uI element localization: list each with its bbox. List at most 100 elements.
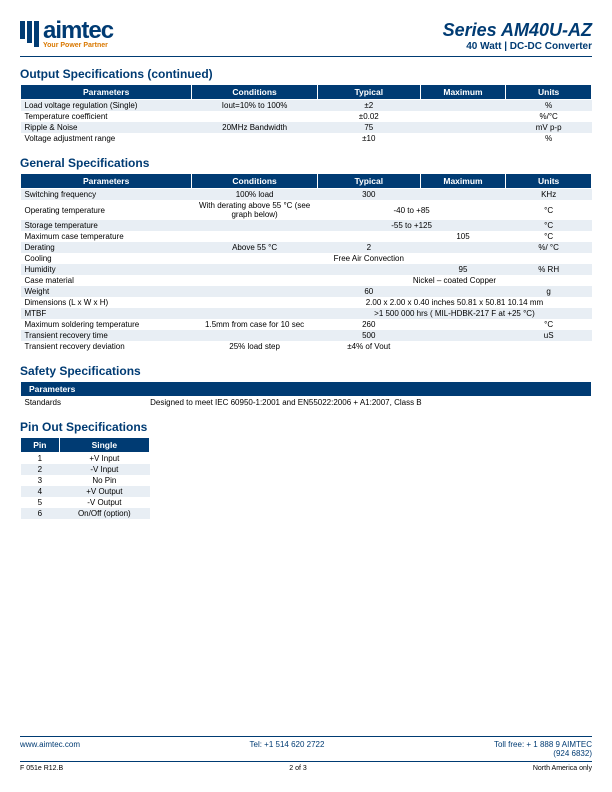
- cell: %: [506, 100, 592, 112]
- cell: [420, 253, 506, 264]
- cell: No Pin: [59, 475, 149, 486]
- cell-cond: [192, 297, 318, 308]
- cell: -V Output: [59, 497, 149, 508]
- cell: Transient recovery time: [21, 330, 192, 341]
- cell: ±2: [317, 100, 420, 112]
- table-row: Transient recovery time 500 uS: [21, 330, 592, 341]
- cell-unit: °C: [506, 200, 592, 220]
- col-parameters: Parameters: [21, 174, 192, 189]
- footer-docref: F 051e R12.B: [20, 765, 63, 772]
- col-pin: Pin: [21, 438, 60, 453]
- cell: [420, 189, 506, 201]
- col-conditions: Conditions: [192, 174, 318, 189]
- cell: Voltage adjustment range: [21, 133, 192, 144]
- logo-bars-icon: [20, 21, 39, 47]
- cell: [420, 286, 506, 297]
- header-right: Series AM40U-AZ 40 Watt | DC-DC Converte…: [443, 20, 592, 52]
- cell: [192, 330, 318, 341]
- general-spec-table: Parameters Conditions Typical Maximum Un…: [20, 173, 592, 352]
- cell: 2: [21, 464, 60, 475]
- cell: ±10: [317, 133, 420, 144]
- cell: 300: [317, 189, 420, 201]
- brand-tagline: Your Power Partner: [43, 42, 113, 49]
- cell: [420, 100, 506, 112]
- cell: 105: [420, 231, 506, 242]
- cell: [420, 341, 506, 352]
- cell: 100% load: [192, 189, 318, 201]
- cell-param: MTBF: [21, 308, 192, 319]
- cell: [506, 253, 592, 264]
- col-maximum: Maximum: [420, 174, 506, 189]
- cell: On/Off (option): [59, 508, 149, 519]
- cell: Temperature coefficient: [21, 111, 192, 122]
- cell-param: Dimensions (L x W x H): [21, 297, 192, 308]
- col-single: Single: [59, 438, 149, 453]
- cell: 5: [21, 497, 60, 508]
- cell: Load voltage regulation (Single): [21, 100, 192, 112]
- pinout-table: Pin Single 1+V Input2-V Input3No Pin4+V …: [20, 437, 150, 519]
- footer-tollfree: Toll free: + 1 888 9 AIMTEC: [494, 740, 592, 749]
- table-row: Standards Designed to meet IEC 60950-1:2…: [21, 397, 592, 409]
- table-row: Humidity95% RH: [21, 264, 592, 275]
- output-spec-table: Parameters Conditions Typical Maximum Un…: [20, 84, 592, 144]
- cell: -V Input: [59, 464, 149, 475]
- cell: 6: [21, 508, 60, 519]
- cell: [192, 286, 318, 297]
- cell: Humidity: [21, 264, 192, 275]
- footer-website: www.aimtec.com: [20, 740, 80, 758]
- table-row: 1+V Input: [21, 453, 150, 465]
- series-subtitle: 40 Watt | DC-DC Converter: [443, 41, 592, 52]
- footer-page: 2 of 3: [289, 765, 307, 772]
- footer-tollfree-num: (924 6832): [553, 749, 592, 758]
- table-row: 5-V Output: [21, 497, 150, 508]
- cell: Weight: [21, 286, 192, 297]
- series-title: Series AM40U-AZ: [443, 20, 592, 41]
- cell: Maximum case temperature: [21, 231, 192, 242]
- cell-typ: -55 to +125: [317, 220, 505, 231]
- cell-span: 2.00 x 2.00 x 0.40 inches 50.81 x 50.81 …: [317, 297, 591, 308]
- cell: 4: [21, 486, 60, 497]
- cell-cond: [192, 308, 318, 319]
- table-row: Ripple & Noise20MHz Bandwidth75mV p-p: [21, 122, 592, 133]
- footer-region: North America only: [533, 765, 592, 772]
- cell-param: Storage temperature: [21, 220, 192, 231]
- table-row: Transient recovery deviation25% load ste…: [21, 341, 592, 352]
- cell-cond: [192, 220, 318, 231]
- cell: %: [506, 133, 592, 144]
- cell: 75: [317, 122, 420, 133]
- cell: [192, 253, 318, 264]
- cell-unit: °C: [506, 220, 592, 231]
- pinout-spec-title: Pin Out Specifications: [20, 420, 592, 434]
- cell: [420, 122, 506, 133]
- col-units: Units: [506, 174, 592, 189]
- cell: Free Air Convection: [317, 253, 420, 264]
- col-units: Units: [506, 85, 592, 100]
- cell-cond: [192, 275, 318, 286]
- col-maximum: Maximum: [420, 85, 506, 100]
- safety-spec-table: Parameters Standards Designed to meet IE…: [20, 381, 592, 408]
- table-row: Dimensions (L x W x H) 2.00 x 2.00 x 0.40…: [21, 297, 592, 308]
- cell: Iout=10% to 100%: [192, 100, 318, 112]
- cell: ±0.02: [317, 111, 420, 122]
- cell: Maximum soldering temperature: [21, 319, 192, 330]
- cell: [420, 330, 506, 341]
- table-row: 4+V Output: [21, 486, 150, 497]
- cell: 1.5mm from case for 10 sec: [192, 319, 318, 330]
- safety-value: Designed to meet IEC 60950-1:2001 and EN…: [146, 397, 591, 409]
- cell: [192, 231, 318, 242]
- cell: ±4% of Vout: [317, 341, 420, 352]
- cell: [192, 111, 318, 122]
- col-parameters: Parameters: [21, 85, 192, 100]
- cell: Ripple & Noise: [21, 122, 192, 133]
- table-row: Case materialNickel – coated Copper: [21, 275, 592, 286]
- cell: [192, 133, 318, 144]
- cell: 2: [317, 242, 420, 253]
- safety-spec-title: Safety Specifications: [20, 364, 592, 378]
- cell: °C: [506, 231, 592, 242]
- cell: [317, 231, 420, 242]
- table-row: 6On/Off (option): [21, 508, 150, 519]
- cell: [506, 341, 592, 352]
- cell: 500: [317, 330, 420, 341]
- cell: [420, 319, 506, 330]
- cell: uS: [506, 330, 592, 341]
